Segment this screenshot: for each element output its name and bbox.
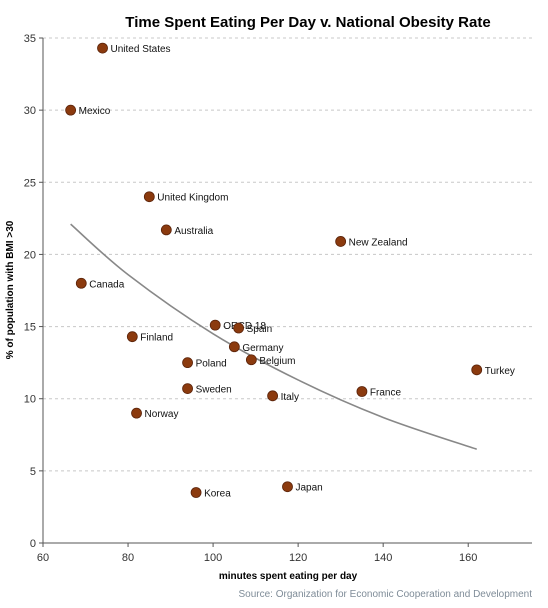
- data-points: United States Mexico United Kingdom Austral…: [65, 42, 515, 500]
- y-tick-label: 10: [24, 394, 36, 406]
- data-point: [335, 236, 347, 247]
- point-label: Canada: [89, 279, 124, 290]
- y-tick-label: 25: [24, 177, 36, 189]
- point-label: Mexico: [79, 106, 111, 117]
- point-label: Turkey: [485, 366, 515, 377]
- x-tick-label: 120: [289, 552, 307, 564]
- y-axis-label: % of population with BMI >30: [5, 220, 16, 359]
- x-tick-label: 80: [122, 552, 134, 564]
- data-point: [245, 354, 257, 366]
- x-tick-label: 140: [374, 552, 392, 564]
- data-point: [182, 357, 193, 369]
- data-point: [182, 383, 193, 395]
- data-point: [228, 341, 240, 353]
- y-tick-label: 30: [24, 105, 36, 117]
- data-point: [233, 322, 245, 334]
- y-tick-label: 15: [24, 322, 36, 334]
- y-ticks: 0 5 10 15 20 25 30 35: [24, 33, 43, 550]
- data-point: [160, 224, 172, 236]
- point-label: Korea: [204, 489, 231, 500]
- point-label: Italy: [281, 392, 299, 403]
- data-point: [471, 364, 483, 376]
- data-point: [209, 319, 221, 331]
- point-label: Japan: [296, 483, 323, 494]
- point-label: OECD 18: [223, 321, 266, 332]
- point-label: Australia: [174, 226, 213, 237]
- point-label: Finland: [140, 333, 173, 344]
- point-label: Spain: [247, 324, 273, 335]
- data-point: [131, 407, 142, 419]
- chart-title: Time Spent Eating Per Day v. National Ob…: [125, 14, 490, 31]
- point-label: United States: [111, 44, 171, 55]
- data-point: [282, 481, 293, 493]
- data-point: [267, 390, 279, 402]
- point-label: Germany: [242, 343, 283, 354]
- x-tick-label: 60: [37, 552, 49, 564]
- x-ticks: 60 80 100 120 140 160: [37, 543, 477, 564]
- data-point: [126, 331, 138, 343]
- source-note: Source: Organization for Economic Cooper…: [239, 589, 533, 600]
- point-label: New Zealand: [349, 237, 408, 248]
- y-tick-label: 20: [24, 249, 36, 261]
- y-tick-label: 0: [30, 538, 36, 550]
- data-point: [190, 487, 202, 498]
- point-label: France: [370, 388, 402, 399]
- point-label: Belgium: [259, 356, 295, 367]
- point-label: Poland: [196, 359, 227, 370]
- data-point: [75, 277, 87, 289]
- x-tick-label: 100: [204, 552, 222, 564]
- x-tick-label: 160: [459, 552, 477, 564]
- y-tick-label: 5: [30, 466, 36, 478]
- y-tick-label: 35: [24, 33, 36, 45]
- data-point: [65, 104, 77, 116]
- data-point: [97, 42, 108, 54]
- grid-lines: [43, 37, 532, 472]
- data-point: [143, 191, 155, 203]
- point-label: United Kingdom: [157, 193, 228, 204]
- point-label: Sweden: [196, 385, 232, 396]
- point-label: Norway: [145, 409, 179, 420]
- x-axis-label: minutes spent eating per day: [219, 571, 358, 582]
- data-point: [356, 386, 368, 397]
